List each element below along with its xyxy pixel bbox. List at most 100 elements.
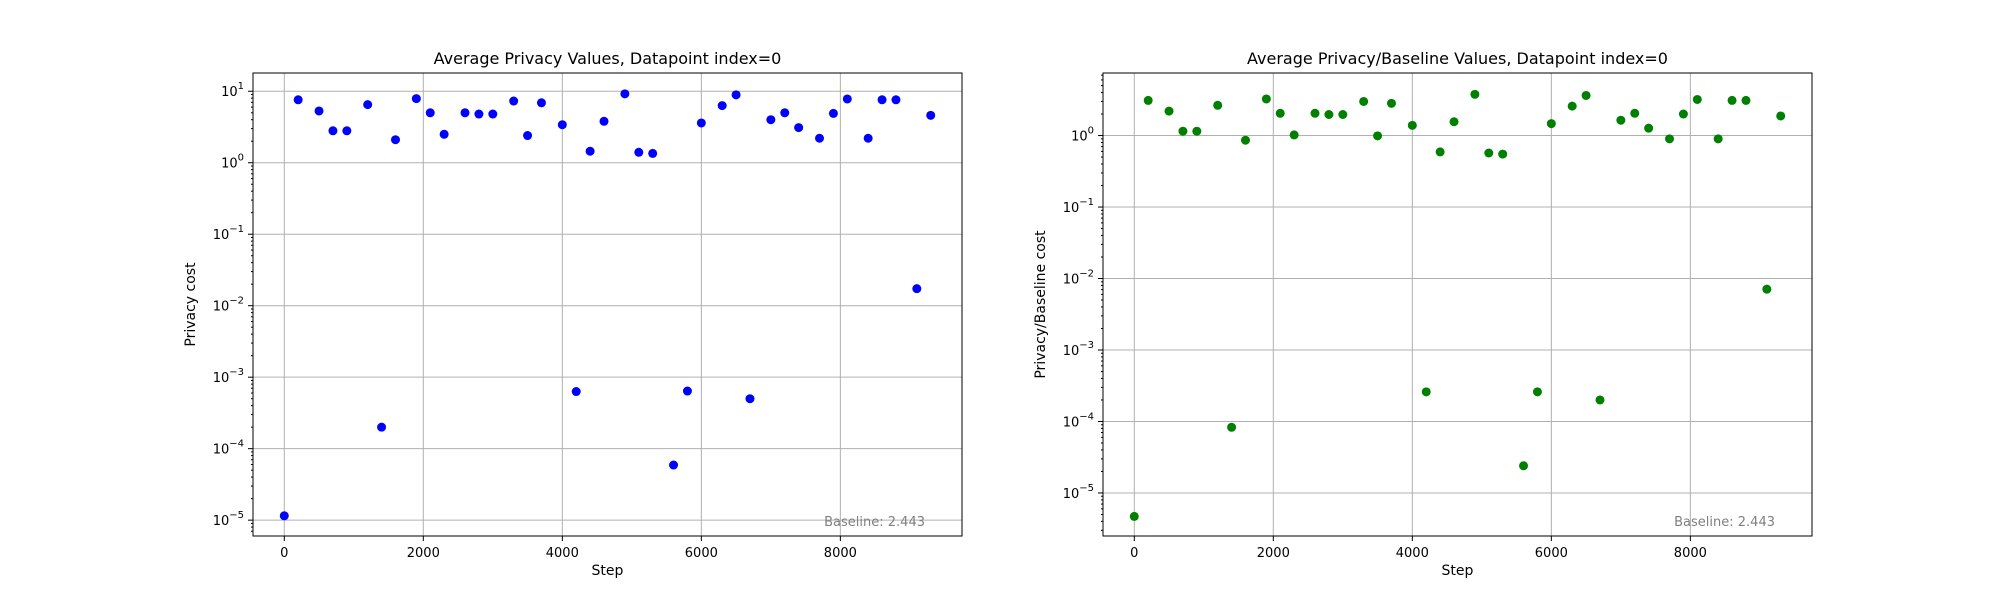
data-point — [1407, 120, 1417, 130]
data-point — [377, 422, 387, 432]
data-point — [1498, 149, 1508, 159]
chart-title: Average Privacy/Baseline Values, Datapoi… — [1247, 49, 1668, 68]
data-points — [279, 89, 936, 521]
baseline-annotation: Baseline: 2.443 — [824, 515, 925, 530]
y-tick-label: 10−4 — [1063, 411, 1094, 430]
data-point — [460, 108, 470, 118]
data-point — [1338, 110, 1348, 120]
data-point — [926, 110, 936, 120]
data-point — [731, 90, 741, 100]
data-point — [536, 98, 546, 108]
data-point — [634, 147, 644, 157]
data-point — [1261, 94, 1271, 104]
data-point — [1213, 100, 1223, 110]
data-point — [828, 108, 838, 118]
privacy-chart: 0 2000 4000 6000 8000 10−5 10−4 10−3 10−2 10−1 100… — [183, 49, 963, 579]
plot-frame — [252, 72, 963, 537]
data-point — [1192, 126, 1202, 136]
data-point — [1178, 126, 1188, 136]
x-tick-label: 2000 — [407, 546, 440, 561]
y-tick-label: 10−2 — [213, 296, 244, 315]
data-point — [1164, 106, 1174, 116]
data-point — [523, 131, 533, 141]
chart-title: Average Privacy Values, Datapoint index=… — [434, 49, 782, 68]
x-tick-label: 2000 — [1257, 546, 1290, 561]
data-point — [877, 95, 887, 105]
privacy-baseline-chart: 0 2000 4000 6000 8000 10−5 10−4 10−3 10−2 10−1 100… — [1033, 49, 1813, 579]
data-point — [1470, 89, 1480, 99]
x-tick-label: 4000 — [1396, 546, 1429, 561]
grid-lines — [1103, 73, 1812, 536]
data-point — [1240, 135, 1250, 145]
x-axis-label: Step — [1442, 563, 1474, 579]
y-tick-label: 10−2 — [1063, 269, 1094, 288]
data-point — [682, 386, 692, 396]
data-point — [1359, 96, 1369, 106]
data-point — [585, 146, 595, 156]
data-point — [1741, 95, 1751, 105]
data-point — [1435, 147, 1445, 157]
data-point — [1421, 387, 1431, 397]
data-point — [474, 109, 484, 119]
data-point — [342, 126, 352, 136]
data-point — [1616, 115, 1626, 125]
x-tick-label: 6000 — [1535, 546, 1568, 561]
data-point — [328, 126, 338, 136]
data-point — [912, 284, 922, 294]
x-tick-label: 0 — [280, 546, 288, 561]
data-point — [1373, 131, 1383, 141]
data-point — [363, 100, 373, 110]
data-point — [599, 116, 609, 126]
data-point — [1567, 101, 1577, 111]
data-point — [1630, 108, 1640, 118]
data-point — [842, 94, 852, 104]
data-point — [815, 133, 825, 143]
data-point — [1776, 111, 1786, 121]
y-tick-label: 100 — [221, 153, 244, 172]
data-point — [1519, 461, 1529, 471]
y-axis-label: Privacy cost — [183, 262, 199, 347]
data-point — [1310, 108, 1320, 118]
y-tick-label: 10−5 — [213, 510, 244, 529]
data-point — [717, 101, 727, 111]
data-point — [1692, 94, 1702, 104]
y-tick-label: 10−3 — [213, 367, 244, 386]
y-axis-label: Privacy/Baseline cost — [1033, 230, 1049, 379]
data-point — [439, 129, 449, 139]
data-point — [745, 394, 755, 404]
x-tick-label: 8000 — [1674, 546, 1707, 561]
x-axis: 0 2000 4000 6000 8000 — [280, 536, 857, 561]
data-point — [425, 108, 435, 118]
data-point — [557, 120, 567, 130]
x-tick-label: 0 — [1130, 546, 1138, 561]
data-point — [1289, 130, 1299, 140]
y-tick-label: 10−5 — [1063, 483, 1094, 502]
data-point — [1484, 148, 1494, 158]
data-point — [766, 115, 776, 125]
data-point — [620, 89, 630, 99]
data-point — [1644, 123, 1654, 133]
y-tick-label: 100 — [1071, 126, 1094, 145]
data-point — [1713, 134, 1723, 144]
data-point — [1762, 284, 1772, 294]
data-point — [488, 109, 498, 119]
data-point — [696, 118, 706, 128]
data-point — [571, 387, 581, 397]
data-point — [669, 460, 679, 470]
x-tick-label: 8000 — [824, 546, 857, 561]
data-point — [1532, 387, 1542, 397]
x-axis: 0 2000 4000 6000 8000 — [1130, 536, 1707, 561]
data-point — [1324, 110, 1334, 120]
data-point — [314, 106, 324, 116]
data-point — [1665, 134, 1675, 144]
data-point — [863, 133, 873, 143]
x-tick-label: 4000 — [546, 546, 579, 561]
data-point — [1143, 95, 1153, 105]
data-point — [411, 94, 421, 104]
data-point — [1275, 108, 1285, 118]
data-point — [509, 96, 519, 106]
data-point — [648, 148, 658, 158]
data-point — [1386, 98, 1396, 108]
grid-lines — [253, 73, 962, 536]
y-tick-label: 10−1 — [1063, 197, 1094, 216]
